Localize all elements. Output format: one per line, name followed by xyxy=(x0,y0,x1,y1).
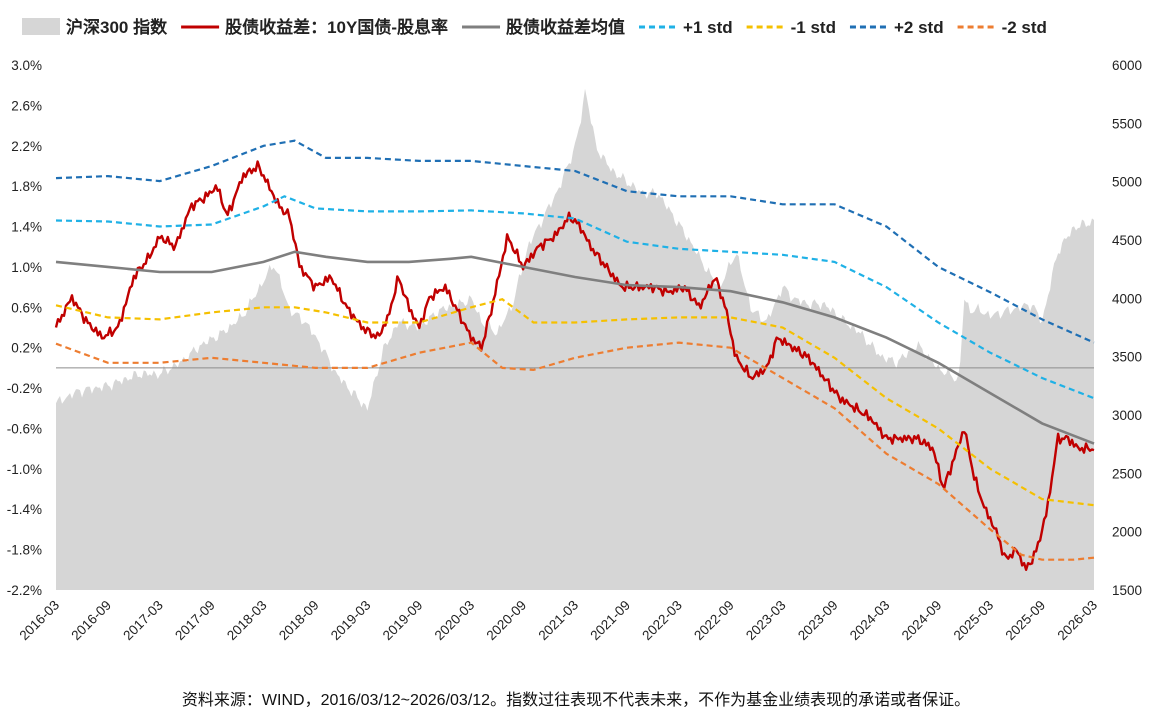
legend-label: +1 std xyxy=(683,18,733,37)
series-line-4 xyxy=(55,298,1095,507)
left-tick-label: -2.2% xyxy=(7,583,42,598)
legend-swatch xyxy=(22,18,60,35)
right-tick-label: 2000 xyxy=(1112,525,1142,540)
legend-label: +2 std xyxy=(894,18,944,37)
x-tick-label: 2016-09 xyxy=(68,598,114,644)
legend-label: 股债收益差均值 xyxy=(506,17,625,37)
x-tick-label: 2022-09 xyxy=(691,598,737,644)
right-tick-label: 1500 xyxy=(1112,583,1142,598)
series-area-hs300 xyxy=(56,88,1094,591)
series-lines-layer xyxy=(54,139,1095,571)
x-tick-label: 2018-03 xyxy=(224,598,270,644)
x-tick-label: 2018-09 xyxy=(276,598,322,644)
x-tick-label: 2021-03 xyxy=(535,598,581,644)
left-tick-label: -0.6% xyxy=(7,421,42,436)
left-tick-label: 0.6% xyxy=(11,300,42,315)
x-tick-label: 2025-03 xyxy=(951,598,997,644)
left-tick-label: 0.2% xyxy=(11,341,42,356)
x-tick-label: 2025-09 xyxy=(1003,598,1049,644)
right-tick-label: 4000 xyxy=(1112,291,1142,306)
chart-svg: 3.0% 2.6% 2.2% 1.8% 1.4% 1.0% 0.6% 0.2% -0.2% -0.… xyxy=(7,17,1142,644)
left-tick-label: 2.6% xyxy=(11,98,42,113)
x-tick-label: 2019-03 xyxy=(328,598,374,644)
source-note: 资料来源：WIND，2016/03/12~2026/03/12。指数过往表现不代… xyxy=(181,692,971,709)
x-tick-label: 2024-09 xyxy=(899,598,945,644)
legend-label: 股债收益差：10Y国债-股息率 xyxy=(225,17,448,37)
right-tick-label: 5500 xyxy=(1112,116,1142,131)
left-tick-label: 1.0% xyxy=(11,260,42,275)
right-tick-label: 3500 xyxy=(1112,350,1142,365)
x-tick-label: 2024-03 xyxy=(847,598,893,644)
series-line-spread xyxy=(54,160,1095,571)
legend: 沪深300 指数 股债收益差：10Y国债-股息率 股债收益差均值 +1 std -1 s… xyxy=(22,17,1047,37)
left-tick-label: -1.4% xyxy=(7,502,42,517)
series-line-6 xyxy=(55,341,1095,561)
legend-label: 沪深300 指数 xyxy=(66,17,168,37)
right-tick-label: 2500 xyxy=(1112,466,1142,481)
legend-label: -1 std xyxy=(791,18,836,37)
right-tick-label: 3000 xyxy=(1112,408,1142,423)
x-tick-label: 2021-09 xyxy=(587,598,633,644)
left-tick-label: 1.8% xyxy=(11,179,42,194)
index-area-layer xyxy=(56,88,1094,591)
series-line-3 xyxy=(55,195,1095,400)
x-tick-label: 2023-09 xyxy=(795,598,841,644)
x-tick-label: 2023-03 xyxy=(743,598,789,644)
left-axis-labels: 3.0% 2.6% 2.2% 1.8% 1.4% 1.0% 0.6% 0.2% -0.2% -0.… xyxy=(7,58,42,598)
x-tick-label: 2026-03 xyxy=(1054,598,1100,644)
left-tick-label: -0.2% xyxy=(7,381,42,396)
right-tick-label: 6000 xyxy=(1112,58,1142,73)
x-tick-label: 2017-09 xyxy=(172,598,218,644)
left-tick-label: 3.0% xyxy=(11,58,42,73)
x-axis-labels: 2016-03 2016-09 2017-03 2017-09 2018-03 2018-… xyxy=(16,598,1100,644)
x-tick-label: 2022-03 xyxy=(639,598,685,644)
x-tick-label: 2019-09 xyxy=(380,598,426,644)
right-tick-label: 4500 xyxy=(1112,233,1142,248)
x-tick-label: 2020-03 xyxy=(432,598,478,644)
right-axis-labels: 6000 5500 5000 4500 4000 3500 3000 2500 2000 1500 xyxy=(1112,58,1142,598)
legend-label: -2 std xyxy=(1002,18,1047,37)
left-tick-label: -1.0% xyxy=(7,462,42,477)
left-tick-label: 1.4% xyxy=(11,220,42,235)
x-tick-label: 2016-03 xyxy=(16,598,62,644)
x-tick-label: 2017-03 xyxy=(120,598,166,644)
left-tick-label: -1.8% xyxy=(7,543,42,558)
right-tick-label: 5000 xyxy=(1112,175,1142,190)
series-line-2 xyxy=(55,250,1095,445)
series-line-5 xyxy=(55,139,1095,344)
x-tick-label: 2020-09 xyxy=(484,598,530,644)
left-tick-label: 2.2% xyxy=(11,139,42,154)
